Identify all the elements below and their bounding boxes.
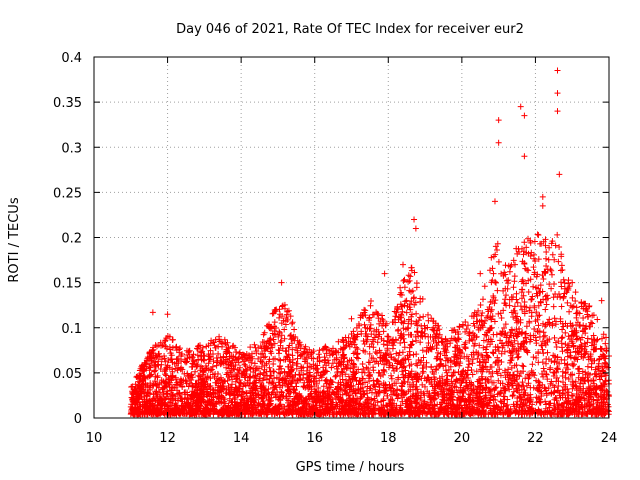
roti-peak-point xyxy=(412,225,419,232)
roti-peak-point xyxy=(216,333,223,340)
roti-peak-point xyxy=(495,139,502,146)
grid-layer xyxy=(94,57,609,418)
roti-peak-point xyxy=(164,311,171,318)
y-tick-label: 0.1 xyxy=(61,322,82,337)
roti-peak-point xyxy=(556,171,563,178)
roti-peak-point xyxy=(554,108,561,115)
roti-peak-point xyxy=(554,90,561,97)
roti-peak-point xyxy=(539,193,546,200)
y-axis-label: ROTI / TECUs xyxy=(7,197,22,282)
y-tick-label: 0.15 xyxy=(53,277,82,292)
x-tick-label: 14 xyxy=(233,431,250,446)
roti-point-cloud xyxy=(127,231,612,418)
y-tick-label: 0 xyxy=(74,412,82,427)
x-axis-label: GPS time / hours xyxy=(296,460,405,475)
roti-peak-point xyxy=(539,202,546,209)
roti-peak-point xyxy=(521,112,528,119)
axis-ticks: 10 12 14 16 18 20 22 24 0 0.05 0.1 0.15 0.2 0.25 0.3 0.… xyxy=(53,51,617,446)
y-tick-label: 0.35 xyxy=(53,96,82,111)
x-tick-label: 10 xyxy=(86,431,103,446)
roti-peak-point xyxy=(400,261,406,268)
x-tick-label: 20 xyxy=(454,431,471,446)
roti-peak-point xyxy=(411,216,418,223)
y-tick-label: 0.25 xyxy=(53,186,82,201)
roti-peak-point xyxy=(381,270,388,277)
y-tick-label: 0.2 xyxy=(61,232,82,247)
roti-peak-point xyxy=(598,297,605,304)
x-tick-label: 22 xyxy=(527,431,544,446)
roti-peak-point xyxy=(149,309,156,316)
chart-title: Day 046 of 2021, Rate Of TEC Index for r… xyxy=(176,22,524,37)
roti-peak-point xyxy=(495,117,502,124)
roti-peak-point xyxy=(348,315,355,322)
y-tick-label: 0.4 xyxy=(61,51,82,66)
x-tick-label: 12 xyxy=(159,431,176,446)
roti-peak-point xyxy=(491,198,498,205)
y-tick-label: 0.05 xyxy=(53,367,82,382)
roti-peak-point xyxy=(517,103,524,110)
roti-peak-point xyxy=(569,279,576,286)
y-tick-label: 0.3 xyxy=(61,141,82,156)
x-tick-label: 16 xyxy=(306,431,323,446)
x-tick-label: 18 xyxy=(380,431,397,446)
roti-peak-point xyxy=(278,279,285,286)
data-points xyxy=(127,67,612,418)
roti-peak-point xyxy=(477,270,484,277)
x-tick-label: 24 xyxy=(601,431,618,446)
roti-peak-point xyxy=(521,153,528,160)
roti-peak-point xyxy=(554,67,561,74)
